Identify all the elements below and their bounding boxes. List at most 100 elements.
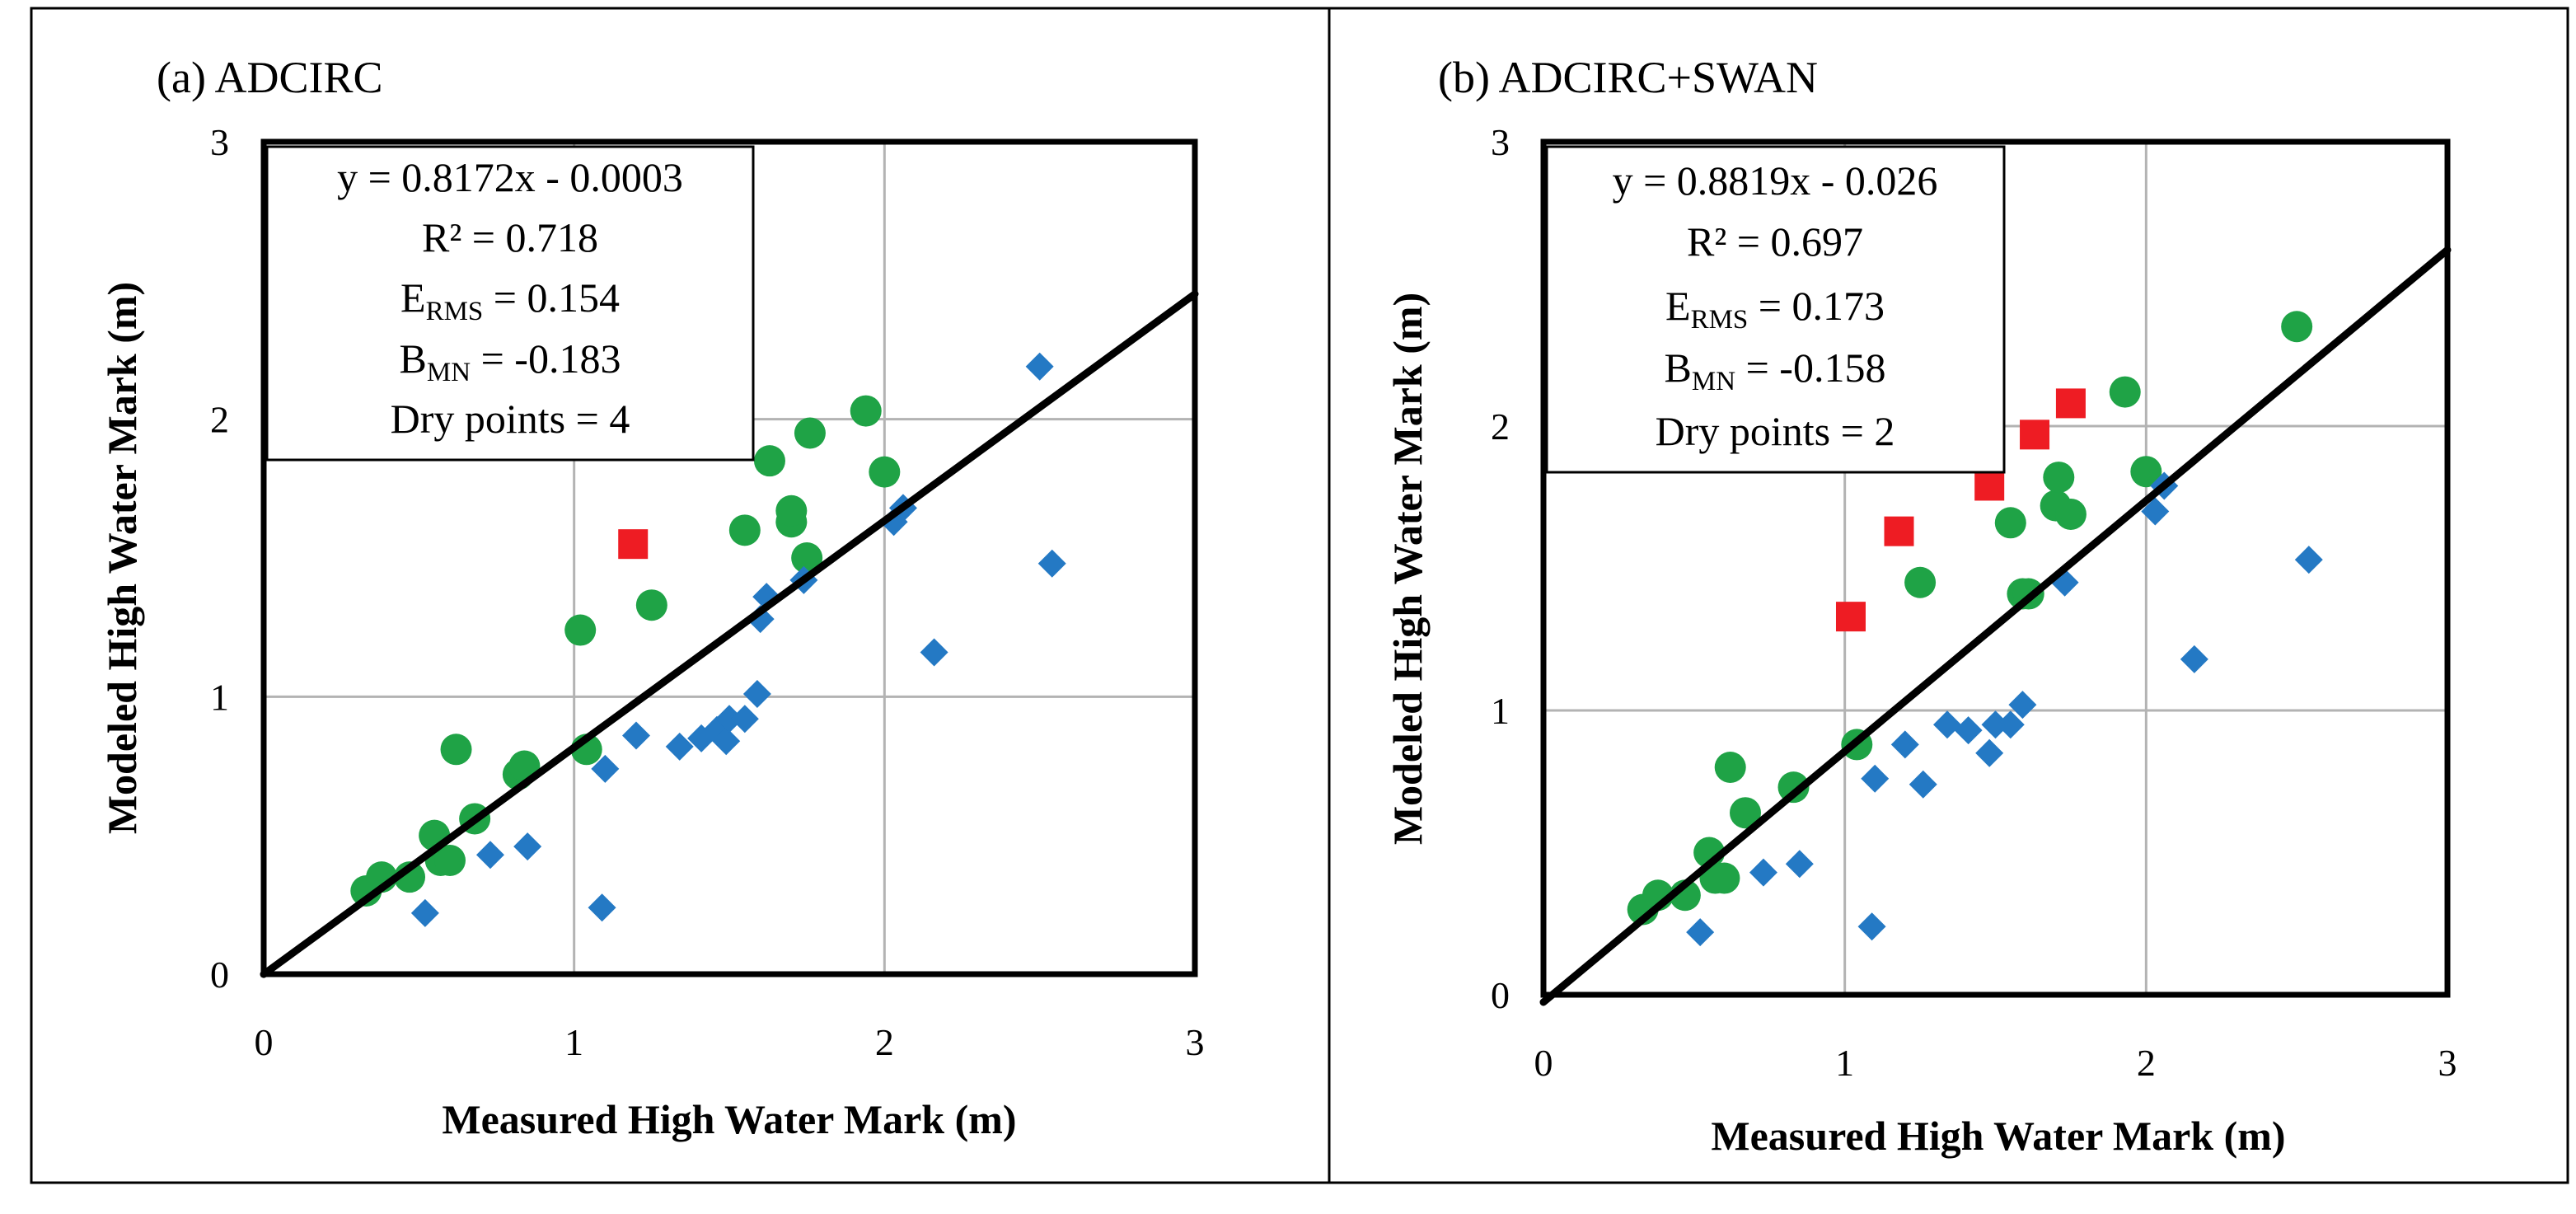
panel-a-dry-points: Dry points = 4	[391, 396, 630, 442]
panel-b-blue-diamond-point	[1686, 918, 1715, 947]
panel-b-y-tick-label: 2	[1491, 405, 1510, 448]
panel-b-stats-box: y = 0.8819x - 0.026 R² = 0.697 ERMS = 0.…	[1545, 145, 2006, 474]
panel-b-blue-diamond-point	[1996, 710, 2025, 739]
panel-a-y-tick-label: 0	[210, 954, 229, 996]
panel-b-blue-diamond-point	[1857, 912, 1886, 941]
panel-a-y-tick-label: 1	[210, 676, 229, 718]
panel-b-blue-diamond-point	[1954, 716, 1983, 745]
panel-a-y-axis-title: Modeled High Water Mark (m)	[99, 282, 145, 834]
panel-a-red-square-point	[618, 529, 649, 560]
panel-b-x-tick-labels: 0 1 2 3	[1534, 1042, 2457, 1084]
panel-b-red-square-point	[1884, 516, 1914, 546]
panel-b-green-circle-point	[1729, 797, 1761, 829]
panel-b-red-square-point	[2055, 388, 2086, 419]
panel-a-y-tick-labels: 0 1 2 3	[210, 121, 229, 996]
panel-a-erms: ERMS = 0.154	[400, 274, 620, 326]
panel-b-blue-diamond-point	[2294, 546, 2323, 574]
panel-b-bmn-symbol: B	[1665, 345, 1692, 391]
panel-b-green-circle-point	[2054, 498, 2087, 530]
panel-b-x-tick-label: 2	[2137, 1042, 2156, 1084]
panel-b-fit-equation: y = 0.8819x - 0.026	[1613, 157, 1938, 204]
panel-b-bmn-value: = -0.158	[1735, 345, 1885, 391]
panel-b-green-circle-point	[2281, 311, 2313, 343]
panel-b-green-circle-point	[2109, 376, 2141, 408]
panel-b-green-circle-point	[2043, 462, 2075, 494]
panel-a-erms-symbol: E	[400, 274, 426, 321]
panel-b-blue-diamond-point	[2180, 644, 2208, 673]
panel-b-stats-box-border	[1545, 145, 2006, 474]
panel-a-green-circle-point	[564, 614, 597, 646]
panel-a-r-squared: R² = 0.718	[422, 214, 598, 260]
panel-a-blue-diamond-point	[920, 638, 948, 667]
panel-a-blue-diamond-point	[622, 721, 650, 750]
panel-a-green-circle-point	[440, 734, 472, 766]
panel-a-green-circle-point	[775, 495, 808, 527]
panel-b-adcirc-swan: (b) ADCIRC+SWAN 0 1 2 3 0 1 2 3 y = 0.8819x - …	[1384, 53, 2457, 1159]
panel-b-blue-diamond-point	[2141, 497, 2170, 526]
panel-a-blue-diamond-point	[742, 679, 771, 708]
panel-a-blue-diamond-point	[410, 898, 439, 927]
panel-b-red-square-point	[2020, 420, 2050, 450]
panel-b-red-square-point	[1974, 471, 2005, 501]
panel-a-erms-value: = 0.154	[483, 274, 620, 321]
panel-a-blue-diamond-point	[665, 732, 694, 761]
panel-a-blue-diamond-point	[1025, 352, 1054, 381]
panel-b-green-circle-point	[1708, 862, 1740, 894]
panel-a-bmn: BMN = -0.183	[400, 335, 621, 387]
panel-a-adcirc: (a) ADCIRC 0 1 2 3 0 1 2 3 y = 0.8172x - 0.000…	[99, 53, 1205, 1142]
panel-a-green-circle-point	[850, 395, 882, 427]
panel-b-label: (b) ADCIRC+SWAN	[1438, 53, 1818, 102]
panel-a-x-tick-labels: 0 1 2 3	[255, 1021, 1205, 1063]
panel-b-x-axis-title: Measured High Water Mark (m)	[1711, 1113, 2285, 1159]
panel-b-red-square-point	[1835, 602, 1866, 632]
panel-b-plot-frame	[1540, 138, 2451, 998]
panel-a-blue-diamond-point	[591, 754, 620, 783]
panel-b-x-tick-label: 0	[1534, 1042, 1553, 1084]
panel-b-y-tick-labels: 0 1 2 3	[1491, 121, 1510, 1016]
panel-a-bmn-subscript: MN	[427, 358, 471, 387]
panel-b-green-circle-point	[2130, 456, 2162, 488]
panel-b-blue-diamond-point	[1909, 770, 1937, 799]
panel-b-erms: ERMS = 0.173	[1665, 283, 1885, 335]
panel-b-y-tick-label: 1	[1491, 690, 1510, 732]
panel-b-bmn: BMN = -0.158	[1665, 345, 1886, 396]
panel-b-blue-diamond-point	[1932, 710, 1961, 739]
panel-a-blue-diamond-point	[475, 841, 504, 869]
panel-a-blue-diamond-point	[513, 832, 542, 861]
panel-a-green-circle-point	[791, 542, 823, 574]
panel-b-erms-subscript: RMS	[1691, 305, 1749, 335]
panel-a-y-tick-label: 2	[210, 399, 229, 441]
panel-b-blue-diamond-point	[1861, 764, 1890, 793]
panel-a-plot-frame	[260, 138, 1198, 977]
panel-a-regression-line	[260, 290, 1199, 978]
panel-a-blue-diamond-point	[730, 705, 759, 734]
panel-b-y-tick-label: 0	[1491, 974, 1510, 1016]
panel-a-erms-subscript: RMS	[426, 297, 484, 326]
panel-a-stats-box: y = 0.8172x - 0.0003 R² = 0.718 ERMS = 0…	[265, 145, 755, 462]
panel-a-green-circle-point	[869, 456, 901, 488]
panel-a-x-axis-title: Measured High Water Mark (m)	[442, 1096, 1016, 1142]
panel-a-blue-diamond-point	[1037, 549, 1066, 578]
panel-a-blue-diamond-point	[712, 727, 741, 756]
panel-a-y-tick-label: 3	[210, 121, 229, 163]
panel-b-y-axis-title: Modeled High Water Mark (m)	[1384, 293, 1431, 845]
panel-a-stats-box-border	[265, 145, 755, 462]
panel-a-x-tick-label: 1	[564, 1021, 583, 1063]
panel-b-blue-diamond-point	[2008, 691, 2037, 719]
panel-a-green-circle-point	[434, 844, 466, 876]
panel-b-blue-diamond-point	[1890, 730, 1919, 759]
panel-b-dry-points: Dry points = 2	[1656, 408, 1895, 454]
panel-b-green-circle-point	[1904, 566, 1937, 598]
panel-a-x-tick-label: 2	[875, 1021, 894, 1063]
panel-a-blue-diamond-point	[588, 893, 616, 922]
panel-b-erms-symbol: E	[1665, 283, 1691, 329]
panel-a-green-circle-point	[635, 589, 667, 621]
panel-b-blue-diamond-point	[1981, 710, 2010, 739]
panel-a-green-circle-point	[753, 445, 785, 477]
panel-b-erms-value: = 0.173	[1748, 283, 1885, 329]
panel-a-bmn-symbol: B	[400, 335, 427, 382]
panel-a-blue-diamond-point	[715, 705, 743, 734]
panel-b-green-circle-point	[1777, 771, 1810, 804]
panel-b-x-tick-label: 1	[1835, 1042, 1854, 1084]
